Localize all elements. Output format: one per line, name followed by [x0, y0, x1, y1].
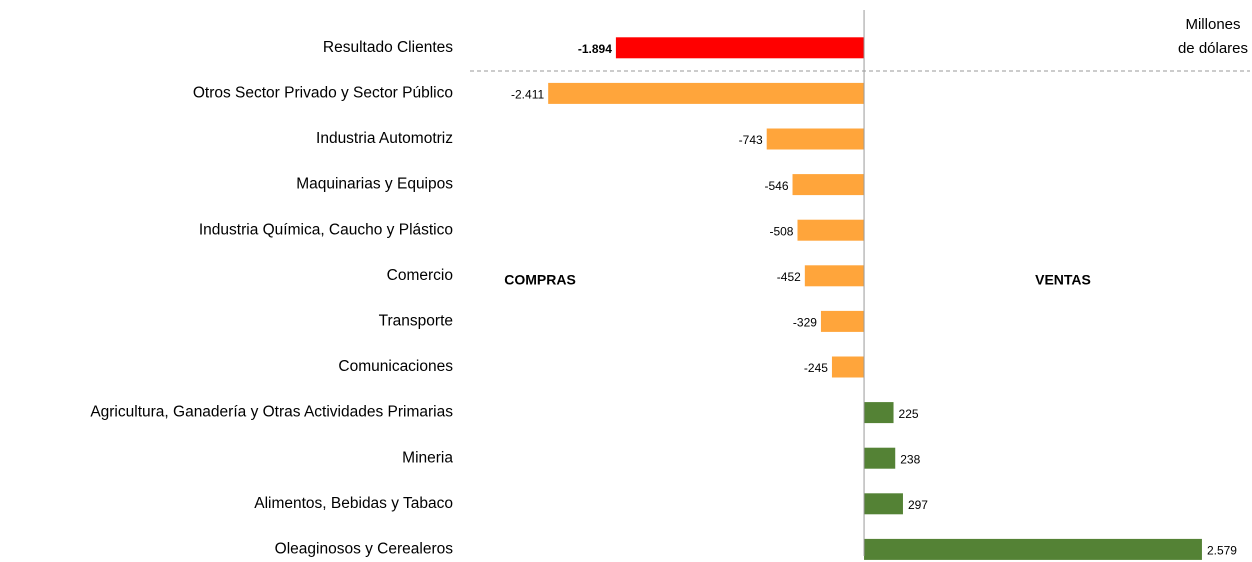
value-label: -1.894: [578, 42, 612, 56]
bar: [615, 37, 865, 59]
value-label: 225: [899, 407, 919, 421]
category-label: Agricultura, Ganadería y Otras Actividad…: [90, 404, 453, 421]
value-label: 297: [908, 498, 928, 512]
annotation: COMPRAS: [504, 272, 576, 288]
category-label: Industria Automotriz: [316, 130, 453, 147]
category-label: Transporte: [379, 312, 453, 329]
bar: [864, 493, 903, 515]
category-label: Comercio: [387, 267, 453, 284]
annotation: VENTAS: [1035, 272, 1091, 288]
category-label: Industria Química, Caucho y Plástico: [199, 221, 453, 238]
category-label: Alimentos, Bebidas y Tabaco: [254, 495, 453, 512]
bar: [792, 174, 865, 196]
bar: [831, 356, 865, 378]
category-label: Resultado Clientes: [323, 39, 453, 56]
bar: [548, 82, 865, 104]
value-label: -245: [804, 361, 828, 375]
category-label: Mineria: [402, 449, 453, 466]
value-label: -2.411: [511, 88, 544, 102]
unit-label: de dólares: [1178, 40, 1248, 57]
value-label: -508: [769, 224, 793, 238]
value-label: -743: [739, 133, 763, 147]
value-label: 2.579: [1207, 544, 1237, 558]
value-label: 238: [900, 452, 920, 466]
bar: [864, 402, 894, 424]
category-label: Maquinarias y Equipos: [296, 176, 453, 193]
value-label: -329: [793, 316, 817, 330]
bar: [864, 447, 896, 469]
bar: [804, 265, 865, 287]
category-label: Oleaginosos y Cerealeros: [275, 540, 454, 557]
bar: [820, 310, 865, 332]
bar: [766, 128, 865, 150]
unit-label: Millones: [1185, 16, 1240, 33]
value-label: -546: [764, 179, 788, 193]
bar: [797, 219, 865, 241]
value-label: -452: [777, 270, 801, 284]
bar: [864, 538, 1202, 560]
category-label: Otros Sector Privado y Sector Público: [193, 84, 453, 101]
category-label: Comunicaciones: [338, 358, 453, 375]
